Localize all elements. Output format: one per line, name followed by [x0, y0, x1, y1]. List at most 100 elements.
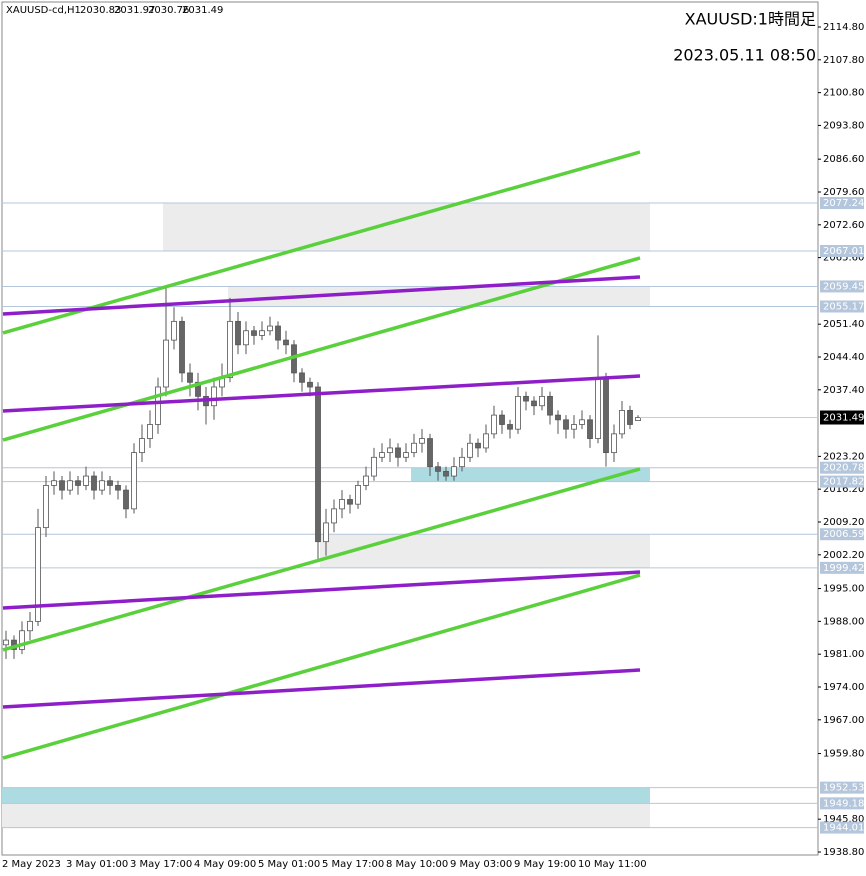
trend-line	[2, 374, 641, 413]
y-tick-label: 2037.40	[823, 385, 864, 396]
price-label: 2031.49	[823, 413, 864, 424]
candle-body	[571, 424, 577, 430]
header-close: 2031.49	[182, 5, 223, 16]
trend-line	[2, 150, 641, 335]
candle-body	[323, 522, 329, 543]
candle-body	[123, 489, 129, 510]
candle-body	[403, 452, 409, 458]
level-label: 2020.78	[823, 463, 864, 474]
header-open: 2030.83	[80, 5, 121, 16]
candle-body	[91, 475, 97, 491]
candle-body	[179, 320, 185, 374]
level-label-bg	[820, 797, 864, 810]
trend-line	[2, 570, 641, 610]
candle-body	[83, 475, 89, 486]
candle-body	[435, 466, 441, 472]
x-tick-label: 9 May 19:00	[514, 859, 576, 870]
chart-title: XAUUSD:1時間足	[685, 10, 816, 29]
y-tick-label: 1974.00	[823, 682, 864, 693]
x-tick-label: 5 May 17:00	[322, 859, 384, 870]
y-tick-label: 2100.80	[823, 88, 864, 99]
candle-body	[27, 620, 33, 632]
y-tick-label: 2093.80	[823, 120, 864, 131]
y-tick-label: 1988.00	[823, 616, 864, 627]
chart-subtitle: 2023.05.11 08:50	[673, 46, 816, 65]
y-tick-label: 2009.20	[823, 517, 864, 528]
candle-body	[59, 480, 65, 491]
x-tick-label: 4 May 09:00	[194, 859, 256, 870]
x-tick-label: 3 May 01:00	[66, 859, 128, 870]
trend-line	[2, 668, 641, 709]
candle-body	[315, 386, 321, 543]
candle-body	[307, 381, 313, 388]
y-tick-label: 2086.60	[823, 154, 864, 165]
candle-body	[547, 395, 553, 416]
candle-body	[163, 339, 169, 388]
y-tick-label: 2107.80	[823, 55, 864, 66]
level-label-bg	[820, 821, 864, 834]
candle-body	[579, 419, 585, 425]
candle-body	[3, 639, 9, 646]
candle-body	[555, 414, 561, 421]
level-label: 2059.45	[823, 281, 864, 292]
trend-line	[2, 275, 641, 316]
level-label: 2017.82	[823, 477, 864, 488]
candle-body	[467, 442, 473, 458]
candle-body	[563, 419, 569, 430]
candle-body	[331, 508, 337, 524]
candle-body	[75, 480, 81, 486]
candle-body	[43, 485, 49, 529]
plot-frame	[1, 1, 819, 856]
zone	[163, 203, 650, 252]
level-label-bg	[820, 561, 864, 574]
zone	[2, 787, 650, 804]
candle-body	[499, 414, 505, 425]
candle-body	[195, 381, 201, 397]
level-label-bg	[820, 245, 864, 258]
y-tick-label: 2072.60	[823, 220, 864, 231]
level-label: 1952.53	[823, 783, 864, 794]
zone	[2, 803, 650, 828]
x-tick-label: 9 May 03:00	[450, 859, 512, 870]
candle-body	[587, 419, 593, 439]
candle-body	[251, 330, 257, 336]
zone	[228, 286, 650, 307]
level-label: 1944.01	[823, 823, 864, 834]
candle-body	[603, 377, 609, 454]
header: XAUUSD-cd,H1 2030.83 2031.97 2030.76 203…	[6, 5, 223, 16]
candle-body	[235, 320, 241, 346]
level-label-bg	[820, 300, 864, 313]
y-tick-label: 2114.80	[823, 22, 864, 33]
y-tick-label: 2016.20	[823, 484, 864, 495]
zone	[320, 534, 650, 568]
header-low: 2030.76	[148, 5, 189, 16]
candle-body	[419, 438, 425, 444]
candle-body	[379, 452, 385, 458]
candle-body	[107, 480, 113, 486]
level-label: 2067.01	[823, 246, 864, 257]
level-label: 2077.24	[823, 198, 864, 209]
candle-body	[243, 330, 249, 346]
level-label: 1949.18	[823, 798, 864, 809]
candle-body	[619, 410, 625, 435]
candle-body	[283, 339, 289, 346]
level-label-bg	[820, 197, 864, 210]
candle-body	[299, 372, 305, 383]
candle-body	[443, 470, 449, 477]
candle-body	[347, 499, 353, 505]
candle-body	[115, 485, 121, 491]
x-tick-label: 8 May 10:00	[386, 859, 448, 870]
candle-body	[67, 480, 73, 491]
candle-body	[275, 325, 281, 341]
level-label: 2006.59	[823, 529, 864, 540]
candle-body	[227, 320, 233, 379]
x-tick-label: 3 May 17:00	[130, 859, 192, 870]
level-label: 2055.17	[823, 302, 864, 313]
candle-body	[99, 480, 105, 491]
candle-body	[155, 386, 161, 425]
header-high: 2031.97	[114, 5, 155, 16]
x-tick-label: 5 May 01:00	[258, 859, 320, 870]
level-label-bg	[820, 781, 864, 794]
y-tick-label: 1967.00	[823, 715, 864, 726]
candle-body	[211, 386, 217, 407]
